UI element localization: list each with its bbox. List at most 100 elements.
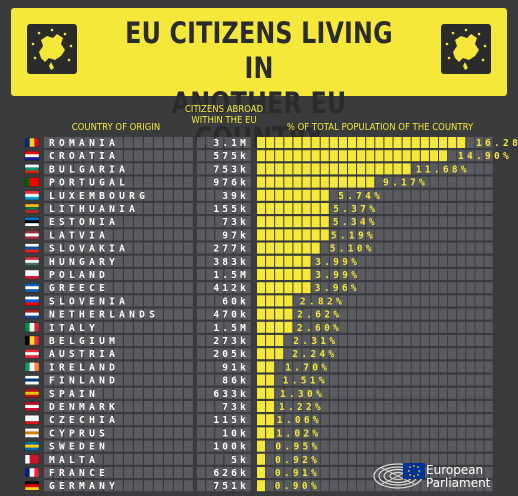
bar-cell [393,427,402,439]
name-cell [174,163,183,175]
number-cell [224,401,233,412]
name-cell [84,387,93,399]
bar-cell [293,387,302,399]
name-cell [154,229,163,241]
citizens-abroad-label: 205k [213,349,249,360]
bar-cell [475,137,484,148]
flag-stripe [25,151,39,155]
bar-cell [375,453,384,465]
name-cell [44,387,53,399]
name-cell [184,176,193,188]
bar-cell [402,427,411,439]
bar-cell [466,427,475,439]
bar-cell [329,440,338,452]
bar-cell [338,401,347,412]
name-cell [184,163,193,175]
bar-cell [402,269,411,280]
bar-segment [284,150,293,162]
bar-cell [338,203,347,214]
flag-stripe [25,210,39,214]
bar-cell [411,295,420,307]
name-cell [144,387,153,399]
name-cell [174,229,183,241]
flag-stripe [25,190,39,194]
name-cell [144,255,153,267]
bar-cell [420,348,429,360]
name-cell [74,163,83,175]
bar-segment [384,150,393,162]
flag-stripe [25,276,39,280]
number-cell [233,150,242,162]
name-cell [184,203,193,214]
bar-cell [393,401,402,412]
number-cell [197,295,205,307]
bar-cell [484,163,493,175]
name-cell [54,229,63,241]
bar-segment [257,242,266,254]
number-cell [197,163,205,175]
number-cell [206,401,215,412]
bar-cell [384,189,393,201]
flag-stripe [25,236,39,240]
name-cell [144,176,153,188]
bar-cell [402,440,411,452]
bar-cell [275,374,284,386]
bar-cell [348,308,357,320]
bar-cell [366,480,375,492]
number-cell [197,387,205,399]
bar-segment [257,361,266,373]
name-cell [184,374,193,386]
bar-segment [366,163,375,175]
bar-cell [457,387,466,399]
name-cell [124,269,133,280]
name-cell [74,282,83,294]
bar-cell [484,295,493,307]
number-cell [206,335,215,346]
name-cell [134,229,143,241]
bar-segment [257,216,266,228]
bar-cell [375,282,384,294]
name-cell [64,414,73,426]
bar-cell [420,401,429,412]
bar-cell [293,440,302,452]
bar-segment [275,295,284,307]
bar-cell [329,189,338,201]
number-cell [206,269,215,280]
citizens-abroad-label: 626k [213,468,249,479]
name-cell [154,203,163,214]
name-cell [44,335,53,346]
bar-cell [284,387,293,399]
bar-cell [466,189,475,201]
flag-stripe [25,309,39,313]
bar-cell [420,308,429,320]
bar-cell [311,374,320,386]
bar-cell [338,374,347,386]
name-cell [64,480,73,492]
name-cell [54,387,63,399]
number-cell [242,242,251,254]
bar-cell [475,321,484,333]
bar-cell [429,440,438,452]
bar-cell [402,176,411,188]
bar-segment [348,176,357,188]
bar-cell [402,374,411,386]
name-cell [84,189,93,201]
name-cell [134,348,143,360]
name-cell [124,216,133,228]
bar-cell [402,335,411,346]
bar-cell [457,282,466,294]
name-cell [74,255,83,267]
bar-segment [357,150,366,162]
number-cell [224,203,233,214]
bar-cell [420,480,429,492]
flag-stripe [25,270,39,274]
name-cell [114,387,123,399]
bar-cell [311,467,320,478]
bar-segment [320,189,329,201]
number-cell [197,308,205,320]
flag-stripe [29,454,35,464]
name-cell [164,229,173,241]
bar-cell [411,255,420,267]
country-label: DENMARK [49,402,119,413]
bar-segment [275,203,284,214]
